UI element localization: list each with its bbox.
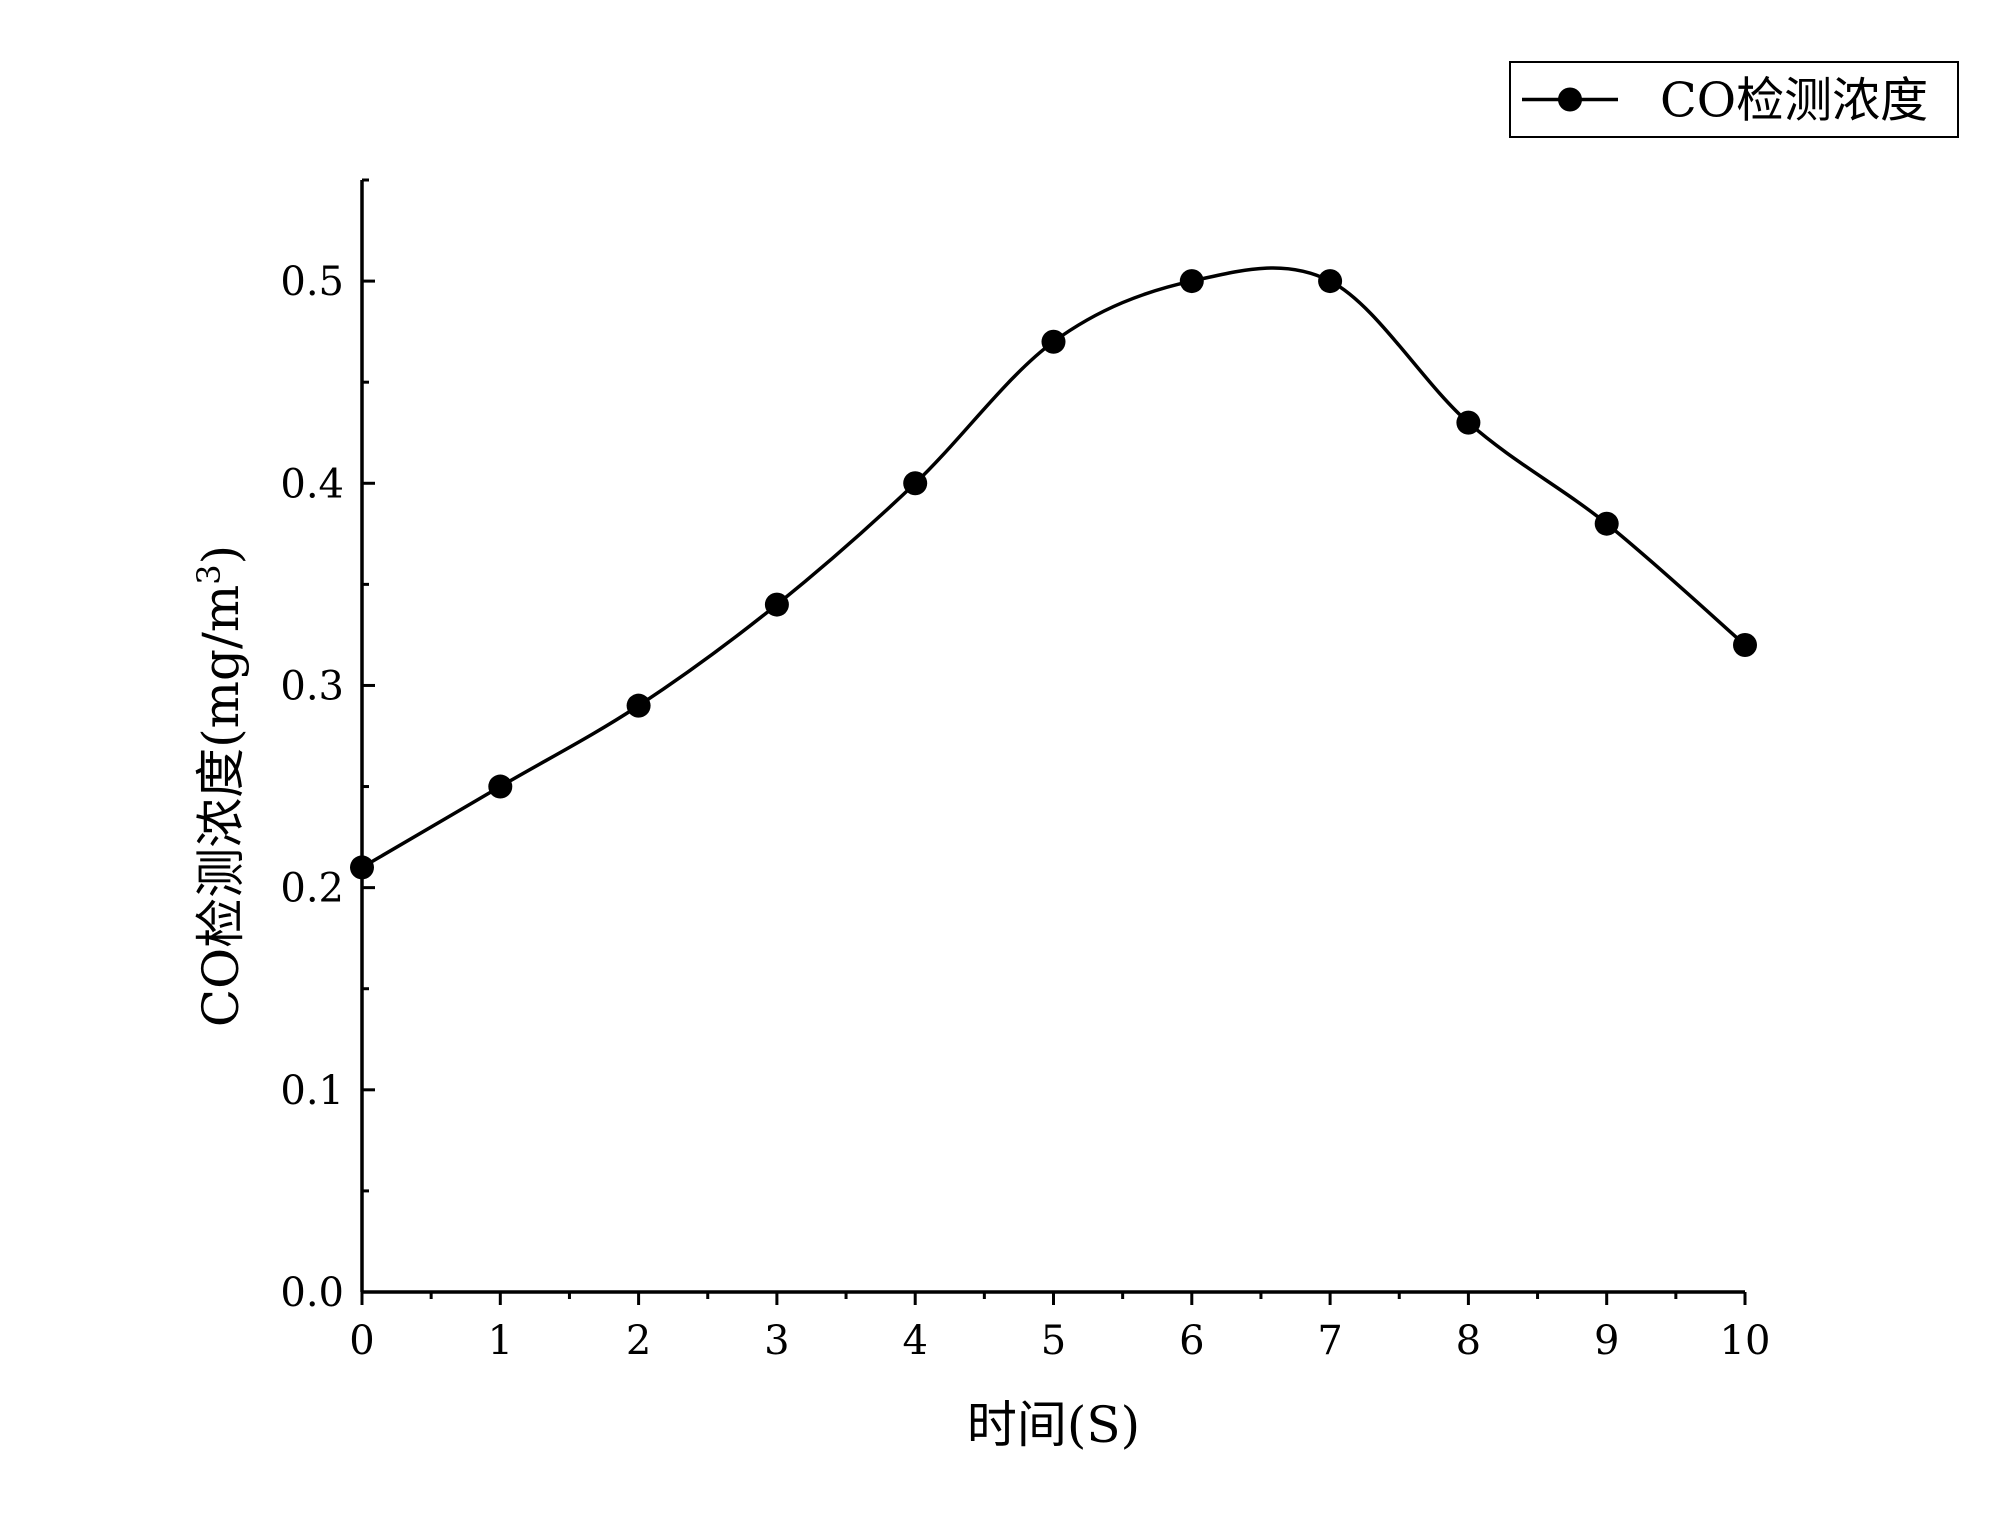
x-tick-label: 2 [626, 1318, 651, 1364]
y-tick-label: 0.5 [280, 259, 344, 305]
x-tick-label: 3 [764, 1318, 789, 1364]
legend: CO检测浓度 [1509, 61, 1959, 138]
series-line [361, 266, 1747, 869]
data-point [350, 855, 374, 880]
x-tick-label: 8 [1456, 1318, 1481, 1364]
x-tick-label: 10 [1720, 1318, 1771, 1364]
axis-labels: 时间(S) CO检测浓度(mg/m3) [190, 545, 1140, 1454]
data-point [626, 693, 651, 718]
y-axis-title-superscript: 3 [190, 564, 228, 584]
data-point [1594, 511, 1619, 536]
y-tick-label: 0.3 [280, 663, 344, 709]
y-tick-label: 0.4 [280, 461, 344, 507]
x-tick-label: 7 [1317, 1318, 1342, 1364]
data-point [764, 592, 789, 617]
legend-marker [1558, 87, 1582, 112]
axes: 0 1 2 3 4 5 6 7 8 9 10 0.0 0.1 0.2 0.3 0.4 0.5 [280, 178, 1771, 1364]
x-tick-label: 0 [349, 1318, 374, 1364]
data-point [1456, 410, 1481, 435]
legend-label: CO检测浓度 [1660, 73, 1928, 129]
x-tick-label: 6 [1179, 1318, 1204, 1364]
data-point [488, 774, 513, 799]
y-tick-label: 0.1 [280, 1068, 344, 1114]
x-tick-label: 9 [1594, 1318, 1619, 1364]
y-axis-title-close: ) [192, 545, 250, 565]
x-tick-label: 1 [488, 1318, 513, 1364]
y-axis-title-main: CO检测浓度(mg/m [192, 585, 250, 1027]
x-axis-title: 时间(S) [967, 1396, 1140, 1454]
data-point [1318, 269, 1343, 294]
data-point [1041, 329, 1066, 354]
plot-area [350, 266, 1757, 880]
data-point [903, 471, 928, 496]
y-tick-label: 0.2 [280, 866, 344, 912]
data-point [1733, 633, 1757, 658]
data-point [1179, 269, 1204, 294]
x-tick-label: 4 [902, 1318, 927, 1364]
x-tick-label: 5 [1041, 1318, 1066, 1364]
y-tick-label: 0.0 [280, 1270, 344, 1316]
y-axis-title: CO检测浓度(mg/m3) [190, 545, 250, 1027]
